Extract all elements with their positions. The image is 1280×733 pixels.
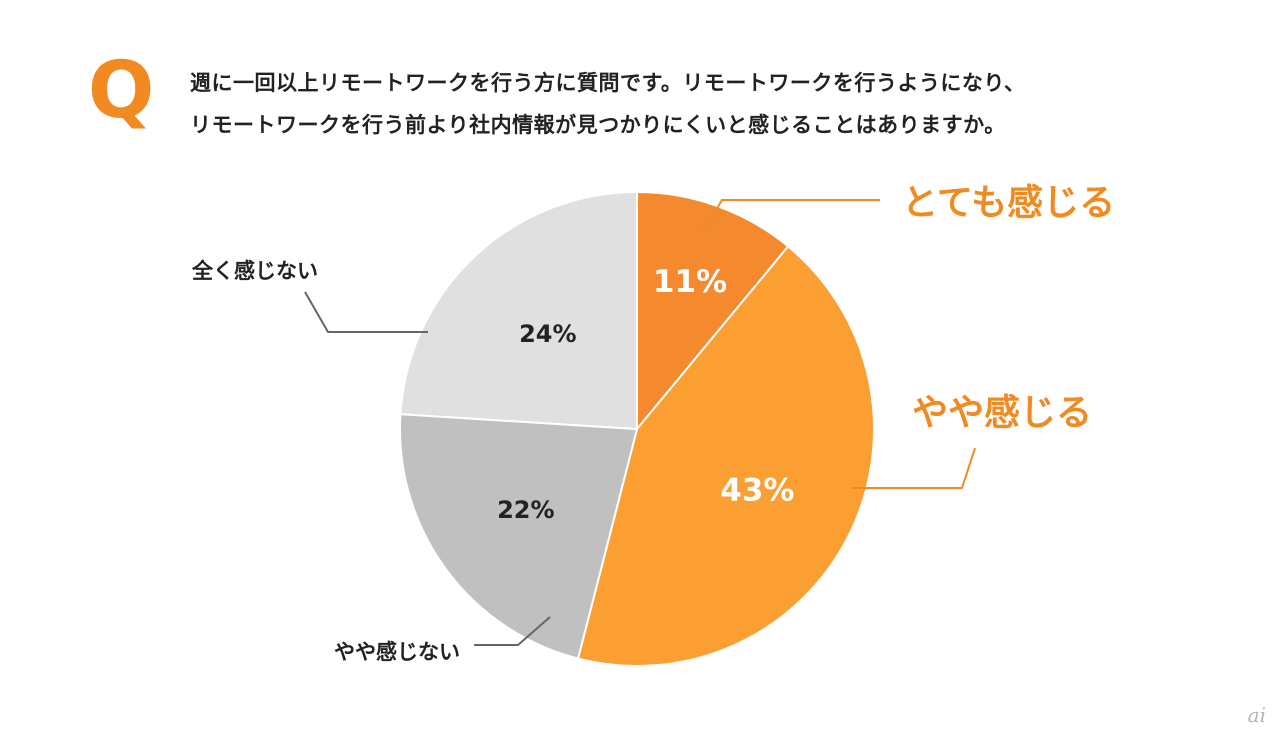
slice-label-mattaku-nai: 全く感じない xyxy=(191,259,318,283)
slice-value-mattaku-nai: 24% xyxy=(519,320,576,348)
slice-value-yaya: 43% xyxy=(720,472,794,508)
question-line-2: リモートワークを行う前より社内情報が見つかりにくいと感じることはありますか。 xyxy=(190,113,1006,137)
slice-label-yaya-nai: やや感じない xyxy=(334,640,460,664)
question-text: 週に一回以上リモートワークを行う方に質問です。リモートワークを行うようになり、 … xyxy=(190,62,1230,146)
leader-line-totemo xyxy=(702,199,880,233)
slice-value-yaya-nai: 22% xyxy=(497,496,554,524)
pie-slice-yaya xyxy=(576,244,875,667)
slice-value-totemo: 11% xyxy=(653,264,727,300)
leader-line-yaya-nai xyxy=(474,616,551,646)
watermark-logo: ai xyxy=(1247,703,1266,727)
q-mark: Q xyxy=(88,46,155,136)
slice-label-yaya: やや感じる xyxy=(912,393,1092,434)
pie-slice-yaya-nai xyxy=(399,413,639,660)
leader-line-mattaku-nai xyxy=(304,291,428,333)
leader-line-yaya xyxy=(852,447,976,489)
pie-slice-mattaku-nai xyxy=(399,190,638,431)
slice-label-totemo: とても感じる xyxy=(902,183,1115,224)
question-line-1: 週に一回以上リモートワークを行う方に質問です。リモートワークを行うようになり、 xyxy=(190,71,1026,95)
